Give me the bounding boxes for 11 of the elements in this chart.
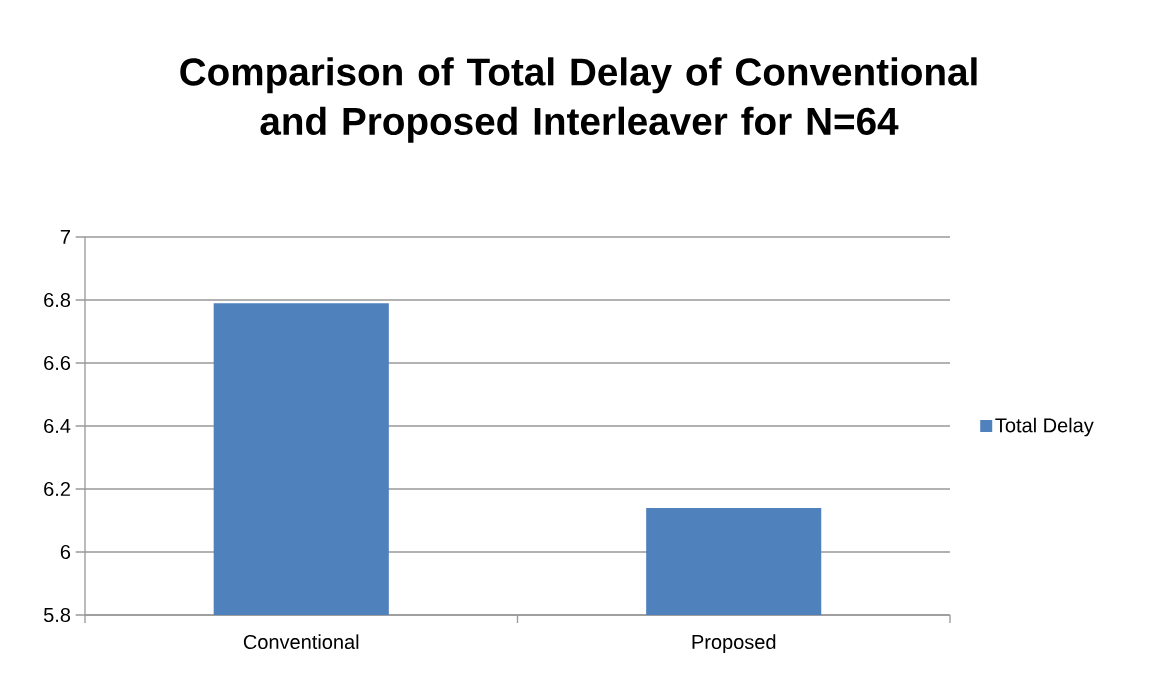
y-tick-label: 6.8 [44, 292, 71, 308]
legend-label: Total Delay [995, 417, 1094, 437]
y-tick-label: 6.6 [44, 355, 71, 371]
y-tick-label: 6 [60, 544, 71, 560]
y-tick-label: 5.8 [43, 607, 71, 623]
chart-title: Comparison of Total Delay of Conventional and Proposed Interleaver for N=64 [180, 57, 977, 143]
y-tick-label: 6.4 [44, 418, 71, 434]
y-tick-label: 6.2 [44, 481, 70, 497]
x-tick-label: Conventional [243, 634, 359, 650]
y-tick-label: 7 [60, 230, 70, 244]
x-tick-label: Proposed [692, 634, 776, 653]
